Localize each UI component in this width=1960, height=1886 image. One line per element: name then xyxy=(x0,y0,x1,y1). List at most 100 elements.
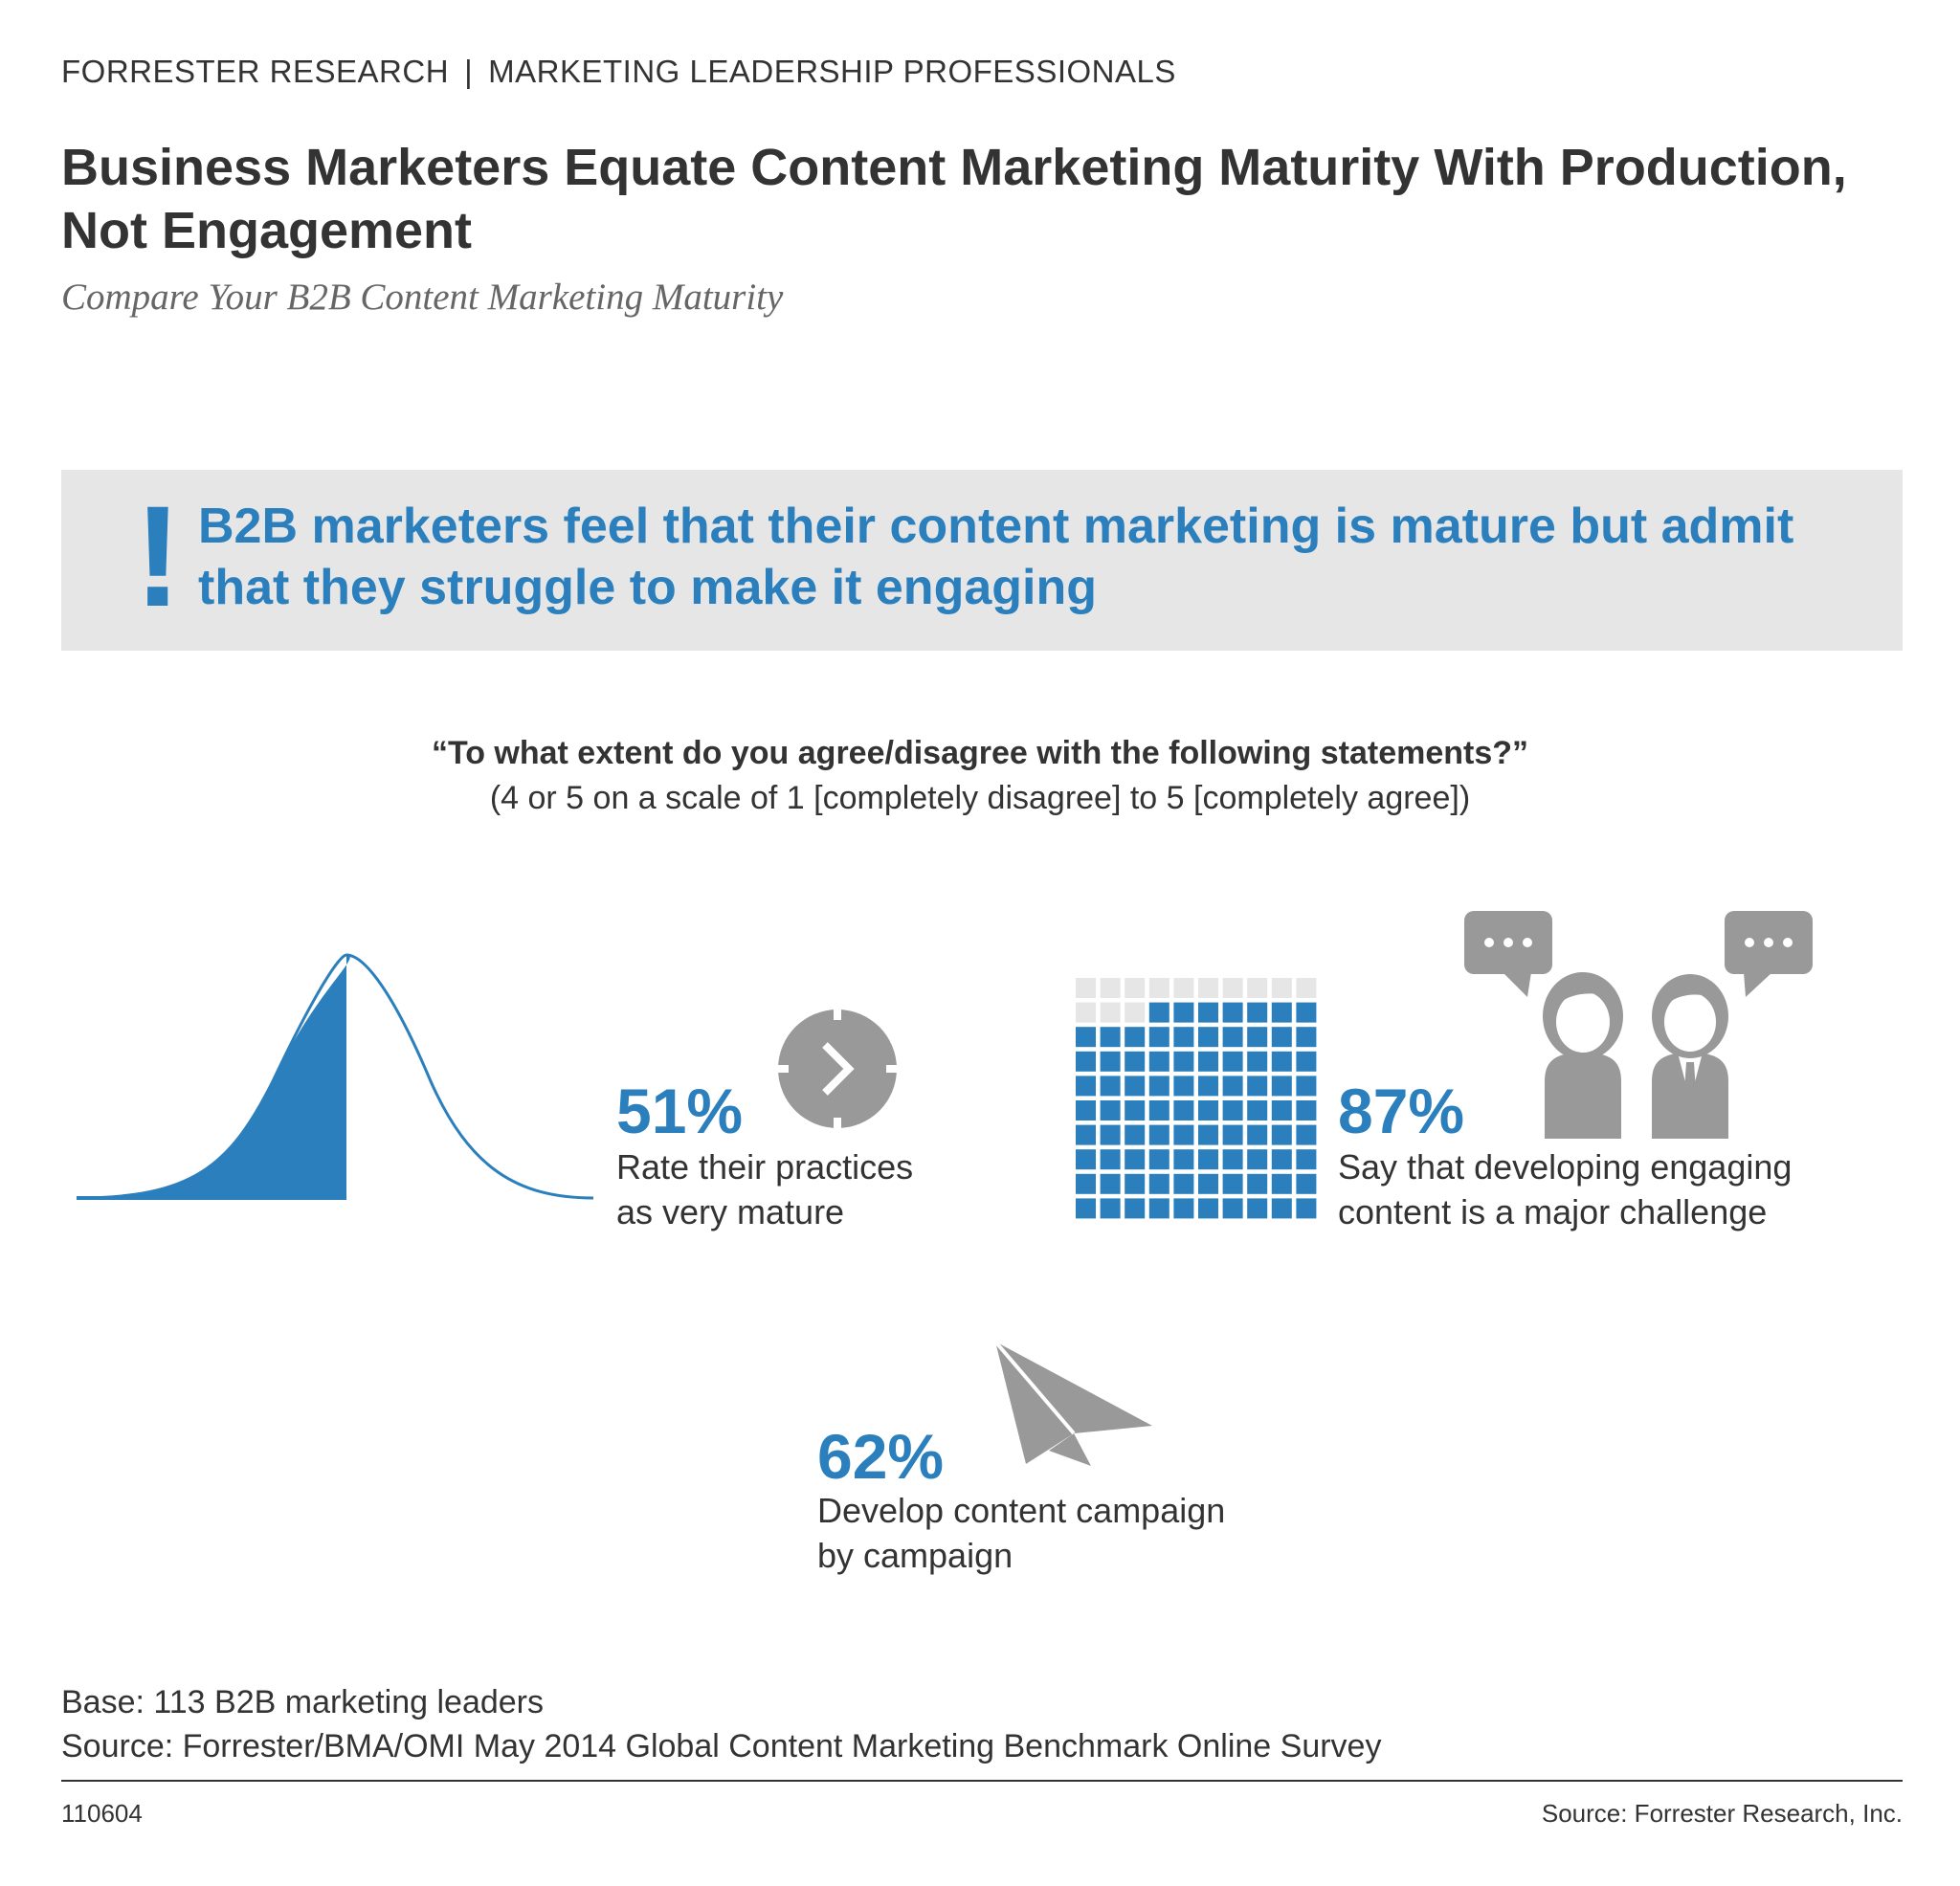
waffle-cell-filled xyxy=(1247,1124,1268,1145)
stat-campaign-desc-line1: Develop content campaign xyxy=(817,1491,1226,1530)
people-speech-icon xyxy=(1464,911,1813,1139)
waffle-cell-filled xyxy=(1247,1100,1268,1121)
waffle-cell-filled xyxy=(1125,1100,1146,1121)
stat-mature-value: 51% xyxy=(616,1076,744,1146)
waffle-cell-filled xyxy=(1125,1051,1146,1072)
waffle-cell-filled xyxy=(1076,1076,1096,1097)
bell-curve-icon xyxy=(76,953,594,1200)
waffle-cell-filled xyxy=(1222,1124,1243,1145)
waffle-cell-filled xyxy=(1100,1076,1121,1097)
waffle-cell-filled xyxy=(1198,1198,1218,1219)
waffle-cell-filled xyxy=(1076,1027,1096,1048)
waffle-cell-filled xyxy=(1198,1002,1218,1023)
footer-divider xyxy=(61,1780,1903,1782)
waffle-cell-filled xyxy=(1076,1198,1096,1219)
survey-scale: (4 or 5 on a scale of 1 [completely disa… xyxy=(489,780,1471,816)
waffle-cell-filled xyxy=(1173,1002,1194,1023)
waffle-cell-filled xyxy=(1100,1198,1121,1219)
waffle-cell-empty xyxy=(1125,978,1146,998)
callout-text: B2B marketers feel that their content ma… xyxy=(198,499,1794,615)
waffle-cell-filled xyxy=(1296,1124,1317,1145)
waffle-cell-filled xyxy=(1076,1149,1096,1170)
waffle-cell-filled xyxy=(1148,1124,1169,1145)
waffle-cell-filled xyxy=(1247,1002,1268,1023)
waffle-cell-filled xyxy=(1148,1002,1169,1023)
waffle-cell-filled xyxy=(1271,1002,1292,1023)
person-woman-icon xyxy=(1543,972,1623,1139)
waffle-cell-filled xyxy=(1222,1027,1243,1048)
stat-campaign-value: 62% xyxy=(817,1421,945,1492)
waffle-cell-filled xyxy=(1222,1100,1243,1121)
waffle-grid-icon xyxy=(1076,978,1317,1219)
waffle-cell-filled xyxy=(1173,1173,1194,1194)
waffle-cell-filled xyxy=(1271,1100,1292,1121)
stat-engaging-value: 87% xyxy=(1338,1076,1465,1146)
waffle-cell-empty xyxy=(1173,978,1194,998)
waffle-cell-filled xyxy=(1198,1149,1218,1170)
waffle-cell-empty xyxy=(1198,978,1218,998)
waffle-cell-filled xyxy=(1296,1002,1317,1023)
waffle-cell-filled xyxy=(1125,1124,1146,1145)
waffle-cell-filled xyxy=(1148,1173,1169,1194)
stat-mature-desc: Rate their practices as very mature xyxy=(616,1144,913,1234)
waffle-cell-empty xyxy=(1076,978,1096,998)
waffle-cell-filled xyxy=(1222,1076,1243,1097)
waffle-cell-empty xyxy=(1076,1002,1096,1023)
waffle-cell-filled xyxy=(1198,1051,1218,1072)
waffle-cell-filled xyxy=(1222,1173,1243,1194)
waffle-cell-empty xyxy=(1271,978,1292,998)
survey-question: “To what extent do you agree/disagree wi… xyxy=(431,735,1529,771)
waffle-cell-filled xyxy=(1148,1149,1169,1170)
page-title: Business Marketers Equate Content Market… xyxy=(61,139,1847,259)
waffle-cell-filled xyxy=(1076,1051,1096,1072)
waffle-cell-filled xyxy=(1173,1100,1194,1121)
waffle-cell-filled xyxy=(1148,1076,1169,1097)
waffle-cell-filled xyxy=(1076,1173,1096,1194)
waffle-cell-filled xyxy=(1271,1173,1292,1194)
waffle-cell-empty xyxy=(1125,1002,1146,1023)
waffle-cell-filled xyxy=(1125,1149,1146,1170)
header-separator: | xyxy=(464,54,474,89)
waffle-cell-filled xyxy=(1173,1124,1194,1145)
waffle-cell-empty xyxy=(1296,978,1317,998)
waffle-cell-filled xyxy=(1247,1173,1268,1194)
waffle-cell-empty xyxy=(1100,1002,1121,1023)
stat-engaging-desc-line1: Say that developing engaging xyxy=(1338,1147,1793,1187)
waffle-cell-filled xyxy=(1271,1027,1292,1048)
waffle-cell-filled xyxy=(1198,1100,1218,1121)
waffle-cell-filled xyxy=(1125,1076,1146,1097)
stat-engaging-desc: Say that developing engaging content is … xyxy=(1338,1144,1792,1234)
waffle-cell-filled xyxy=(1296,1149,1317,1170)
waffle-cell-filled xyxy=(1100,1027,1121,1048)
waffle-cell-filled xyxy=(1271,1076,1292,1097)
callout-box xyxy=(61,470,1903,651)
person-man-icon xyxy=(1652,974,1728,1139)
waffle-cell-filled xyxy=(1198,1173,1218,1194)
waffle-cell-filled xyxy=(1271,1198,1292,1219)
footer-source: Source: Forrester/BMA/OMI May 2014 Globa… xyxy=(61,1728,1382,1764)
waffle-cell-filled xyxy=(1125,1027,1146,1048)
figure-code: 110604 xyxy=(61,1799,143,1828)
waffle-cell-filled xyxy=(1100,1149,1121,1170)
stat-campaign-desc-line2: by campaign xyxy=(817,1536,1013,1575)
paper-plane-icon xyxy=(993,1340,1152,1466)
waffle-cell-filled xyxy=(1296,1198,1317,1219)
audience-label: MARKETING LEADERSHIP PROFESSIONALS xyxy=(488,54,1176,89)
waffle-cell-filled xyxy=(1148,1100,1169,1121)
waffle-cell-filled xyxy=(1296,1051,1317,1072)
waffle-cell-filled xyxy=(1198,1124,1218,1145)
waffle-cell-filled xyxy=(1173,1198,1194,1219)
waffle-cell-filled xyxy=(1271,1149,1292,1170)
waffle-cell-filled xyxy=(1173,1149,1194,1170)
waffle-cell-filled xyxy=(1296,1027,1317,1048)
waffle-cell-filled xyxy=(1271,1051,1292,1072)
page-subtitle: Compare Your B2B Content Marketing Matur… xyxy=(61,277,784,318)
waffle-cell-filled xyxy=(1173,1051,1194,1072)
waffle-cell-filled xyxy=(1296,1076,1317,1097)
waffle-cell-filled xyxy=(1125,1198,1146,1219)
stat-engaging-desc-line2: content is a major challenge xyxy=(1338,1192,1768,1231)
waffle-cell-empty xyxy=(1222,978,1243,998)
waffle-cell-empty xyxy=(1247,978,1268,998)
waffle-cell-filled xyxy=(1222,1051,1243,1072)
report-header: FORRESTER RESEARCH | MARKETING LEADERSHIP … xyxy=(61,54,1176,90)
